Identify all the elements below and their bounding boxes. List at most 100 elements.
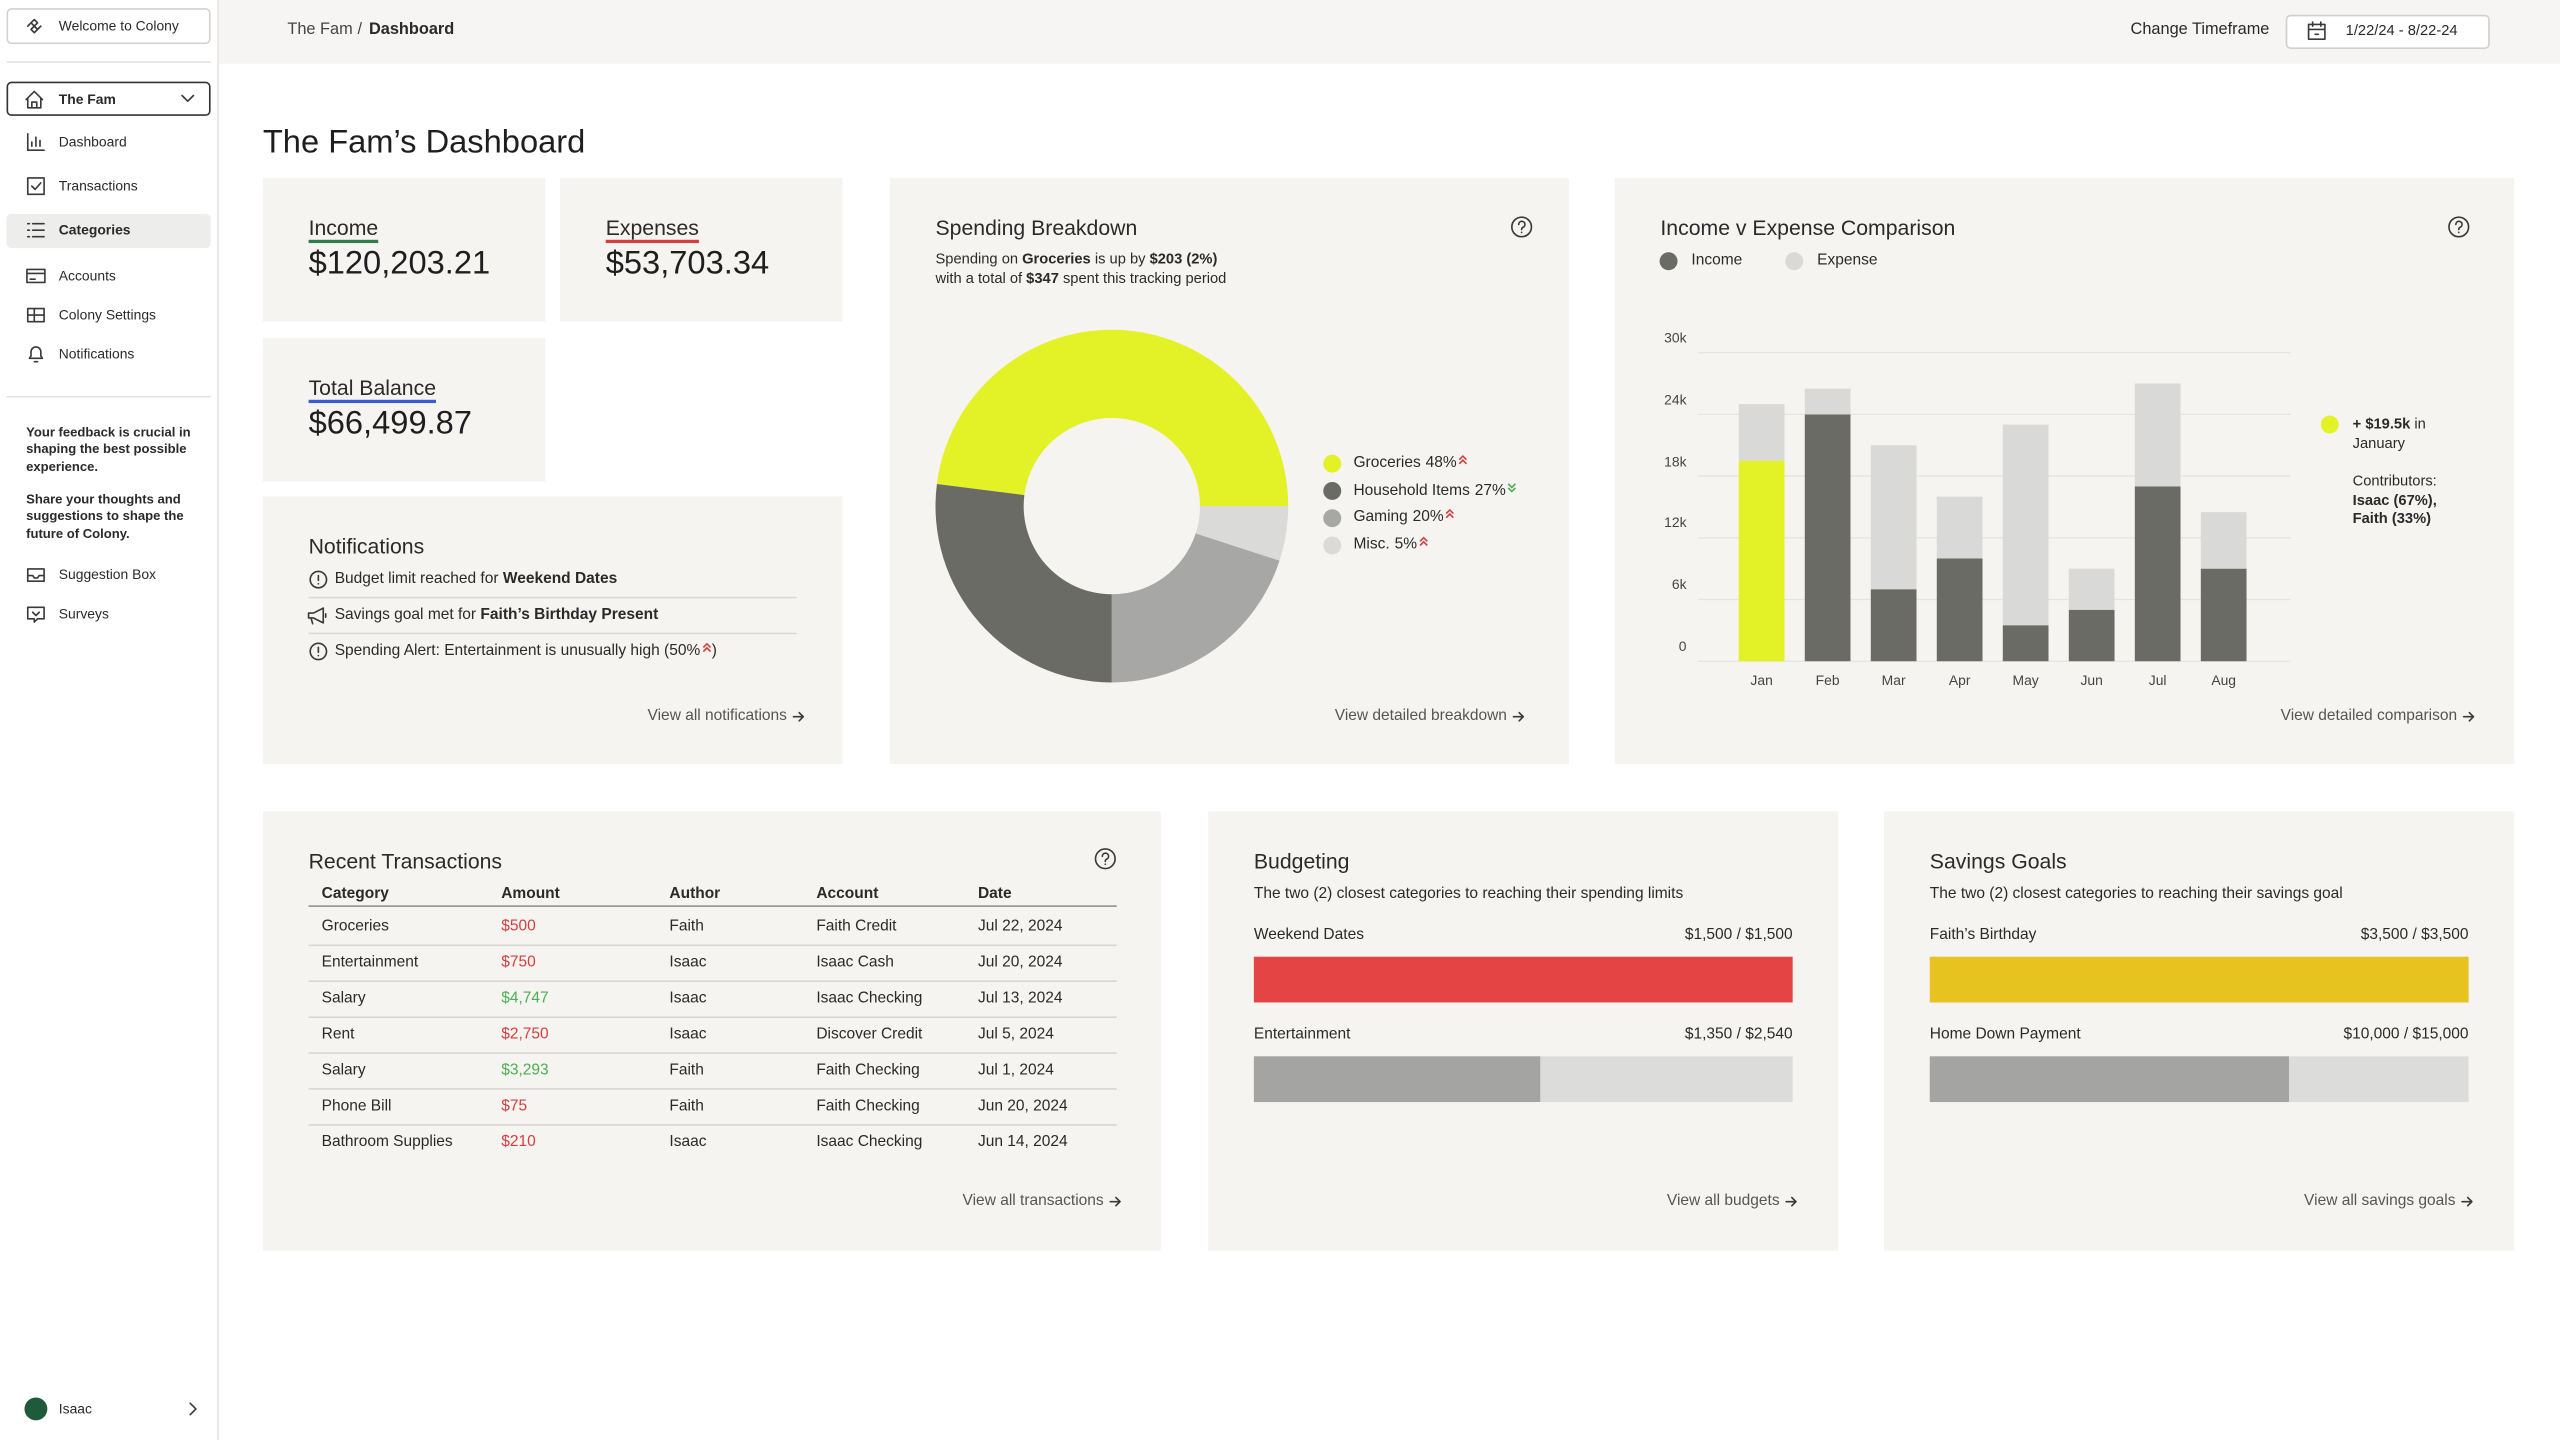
user-avatar bbox=[24, 1397, 48, 1421]
feedback-text: Your feedback is crucial in shaping the … bbox=[26, 425, 191, 474]
budgeting-card bbox=[1208, 811, 1839, 1251]
stat-card bbox=[262, 177, 546, 322]
trend-chevron bbox=[1419, 536, 1428, 547]
arrow-icon bbox=[2461, 1196, 2473, 1207]
help-icon bbox=[1101, 852, 1110, 866]
nav-item[interactable]: Accounts bbox=[58, 267, 116, 284]
link[interactable]: View all transactions bbox=[962, 1191, 1104, 1210]
breadcrumb-parent: The Fam bbox=[287, 20, 353, 39]
table-cell: Isaac Cash bbox=[816, 953, 894, 972]
progress-fill bbox=[1253, 956, 1793, 1003]
notifications-card bbox=[262, 496, 843, 765]
stat-value: $120,203.21 bbox=[308, 245, 491, 282]
list-icon bbox=[26, 222, 45, 238]
y-tick-label: 12k bbox=[1664, 514, 1687, 531]
table-header: Amount bbox=[501, 884, 560, 903]
legend-swatch bbox=[1323, 454, 1342, 473]
bar bbox=[2068, 609, 2115, 662]
legend-value: 5% bbox=[1394, 535, 1417, 554]
user-name[interactable]: Isaac bbox=[58, 1400, 92, 1417]
table-cell: Isaac Checking bbox=[816, 1133, 923, 1152]
workspace-name: The Fam bbox=[58, 90, 116, 108]
stat-value: $53,703.34 bbox=[605, 245, 770, 282]
nav-item[interactable]: Categories bbox=[58, 221, 131, 238]
card-title: Savings Goals bbox=[1929, 848, 2067, 874]
table-cell: Faith bbox=[669, 917, 704, 936]
legend-label: Income bbox=[1691, 251, 1743, 270]
link[interactable]: View all savings goals bbox=[2304, 1191, 2456, 1210]
bar bbox=[1870, 589, 1917, 662]
legend-swatch bbox=[1323, 481, 1342, 500]
table-cell: $3,293 bbox=[501, 1061, 549, 1080]
legend-entry: Misc. 5% bbox=[1353, 536, 1428, 555]
x-tick-label: Mar bbox=[1881, 672, 1906, 689]
feedback-link[interactable]: Suggestion Box bbox=[58, 566, 156, 583]
help-icon bbox=[2448, 216, 2470, 238]
card-icon bbox=[26, 268, 46, 284]
legend-label: Misc. bbox=[1353, 535, 1390, 554]
table-cell: $4,747 bbox=[501, 989, 549, 1008]
link[interactable]: View detailed comparison bbox=[2280, 707, 2458, 725]
trend-icon bbox=[702, 642, 711, 653]
card-description: The two (2) closest categories to reachi… bbox=[1929, 884, 2343, 903]
progress-amount: $1,500 / $1,500 bbox=[1684, 925, 1793, 944]
bar bbox=[2200, 568, 2247, 662]
table-cell: $210 bbox=[501, 1133, 536, 1152]
text-part: Spending Alert: Entertainment is unusual… bbox=[334, 641, 701, 660]
bold-part: Weekend Dates bbox=[502, 569, 618, 588]
legend-value: 20% bbox=[1412, 508, 1444, 527]
timeframe-picker[interactable] bbox=[2285, 14, 2490, 49]
bar bbox=[1804, 388, 1851, 415]
stat-value: $66,499.87 bbox=[308, 405, 473, 442]
bar bbox=[2002, 625, 2049, 662]
card-title: Notifications bbox=[308, 533, 425, 559]
help-icon bbox=[1094, 848, 1116, 870]
help-icon bbox=[1517, 220, 1526, 234]
x-tick-label: Aug bbox=[2211, 672, 2237, 689]
progress-name: Weekend Dates bbox=[1253, 925, 1364, 944]
topbar bbox=[218, 0, 2560, 64]
link[interactable]: View detailed breakdown bbox=[1334, 707, 1507, 725]
x-tick-label: May bbox=[2012, 672, 2039, 689]
arrow-icon bbox=[2462, 711, 2475, 722]
annotation-line: + $19.5k in bbox=[2353, 415, 2426, 433]
nav-item[interactable]: Colony Settings bbox=[58, 306, 156, 323]
nav-item[interactable]: Notifications bbox=[58, 345, 135, 362]
nav-active bbox=[6, 213, 211, 249]
gear-icon bbox=[26, 307, 45, 323]
bar bbox=[1936, 496, 1983, 559]
progress-name: Entertainment bbox=[1253, 1025, 1351, 1044]
trend-chevron bbox=[1459, 454, 1468, 465]
progress-fill bbox=[1253, 1056, 1541, 1103]
link[interactable]: View all notifications bbox=[647, 707, 787, 725]
savings-card bbox=[1884, 811, 2515, 1251]
nav-item[interactable]: Dashboard bbox=[58, 133, 127, 150]
legend-swatch bbox=[1785, 252, 1804, 271]
breadcrumb-separator: / bbox=[357, 20, 363, 39]
notification-item: Savings goal met for Faith’s Birthday Pr… bbox=[335, 606, 659, 625]
annotation-line: Faith (33%) bbox=[2353, 510, 2431, 528]
link[interactable]: View all budgets bbox=[1666, 1191, 1780, 1210]
bar bbox=[2134, 383, 2181, 487]
notification-item: Spending Alert: Entertainment is unusual… bbox=[335, 642, 717, 661]
bar bbox=[1804, 414, 1851, 662]
y-tick-label: 18k bbox=[1664, 452, 1687, 470]
table-cell: Faith bbox=[669, 1097, 704, 1116]
alert-icon bbox=[309, 570, 328, 589]
table-cell: Faith bbox=[669, 1061, 704, 1080]
table-cell: Isaac bbox=[669, 1133, 707, 1152]
chevron-right-icon bbox=[189, 1402, 197, 1416]
table-cell: Discover Credit bbox=[816, 1025, 923, 1044]
transactions-card bbox=[262, 811, 1161, 1251]
x-tick-label: Apr bbox=[1948, 672, 1971, 689]
text-part: Spending on bbox=[935, 250, 1023, 267]
text-part: Contributors: bbox=[2352, 472, 2437, 489]
text-part: spent this tracking period bbox=[1058, 270, 1227, 287]
legend-swatch bbox=[1659, 252, 1678, 271]
home-icon bbox=[25, 90, 44, 109]
feedback-link[interactable]: Surveys bbox=[58, 605, 109, 622]
legend-entry: Groceries 48% bbox=[1353, 454, 1468, 473]
nav-item[interactable]: Transactions bbox=[58, 177, 138, 194]
